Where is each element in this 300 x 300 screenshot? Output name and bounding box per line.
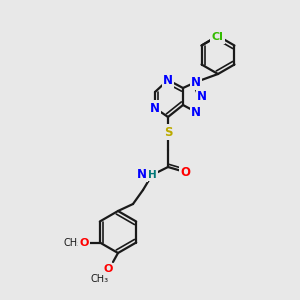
Text: CH₃: CH₃ [64,238,82,248]
Text: N: N [191,106,201,118]
Text: Cl: Cl [212,32,224,43]
Text: H: H [148,170,156,180]
Text: CH₃: CH₃ [91,274,109,284]
Text: O: O [79,238,88,248]
Text: S: S [164,125,172,139]
Text: N: N [191,76,201,88]
Text: N: N [163,74,173,86]
Text: N: N [137,169,147,182]
Text: N: N [150,101,160,115]
Text: N: N [197,91,207,103]
Text: O: O [180,166,190,178]
Text: O: O [103,264,113,274]
